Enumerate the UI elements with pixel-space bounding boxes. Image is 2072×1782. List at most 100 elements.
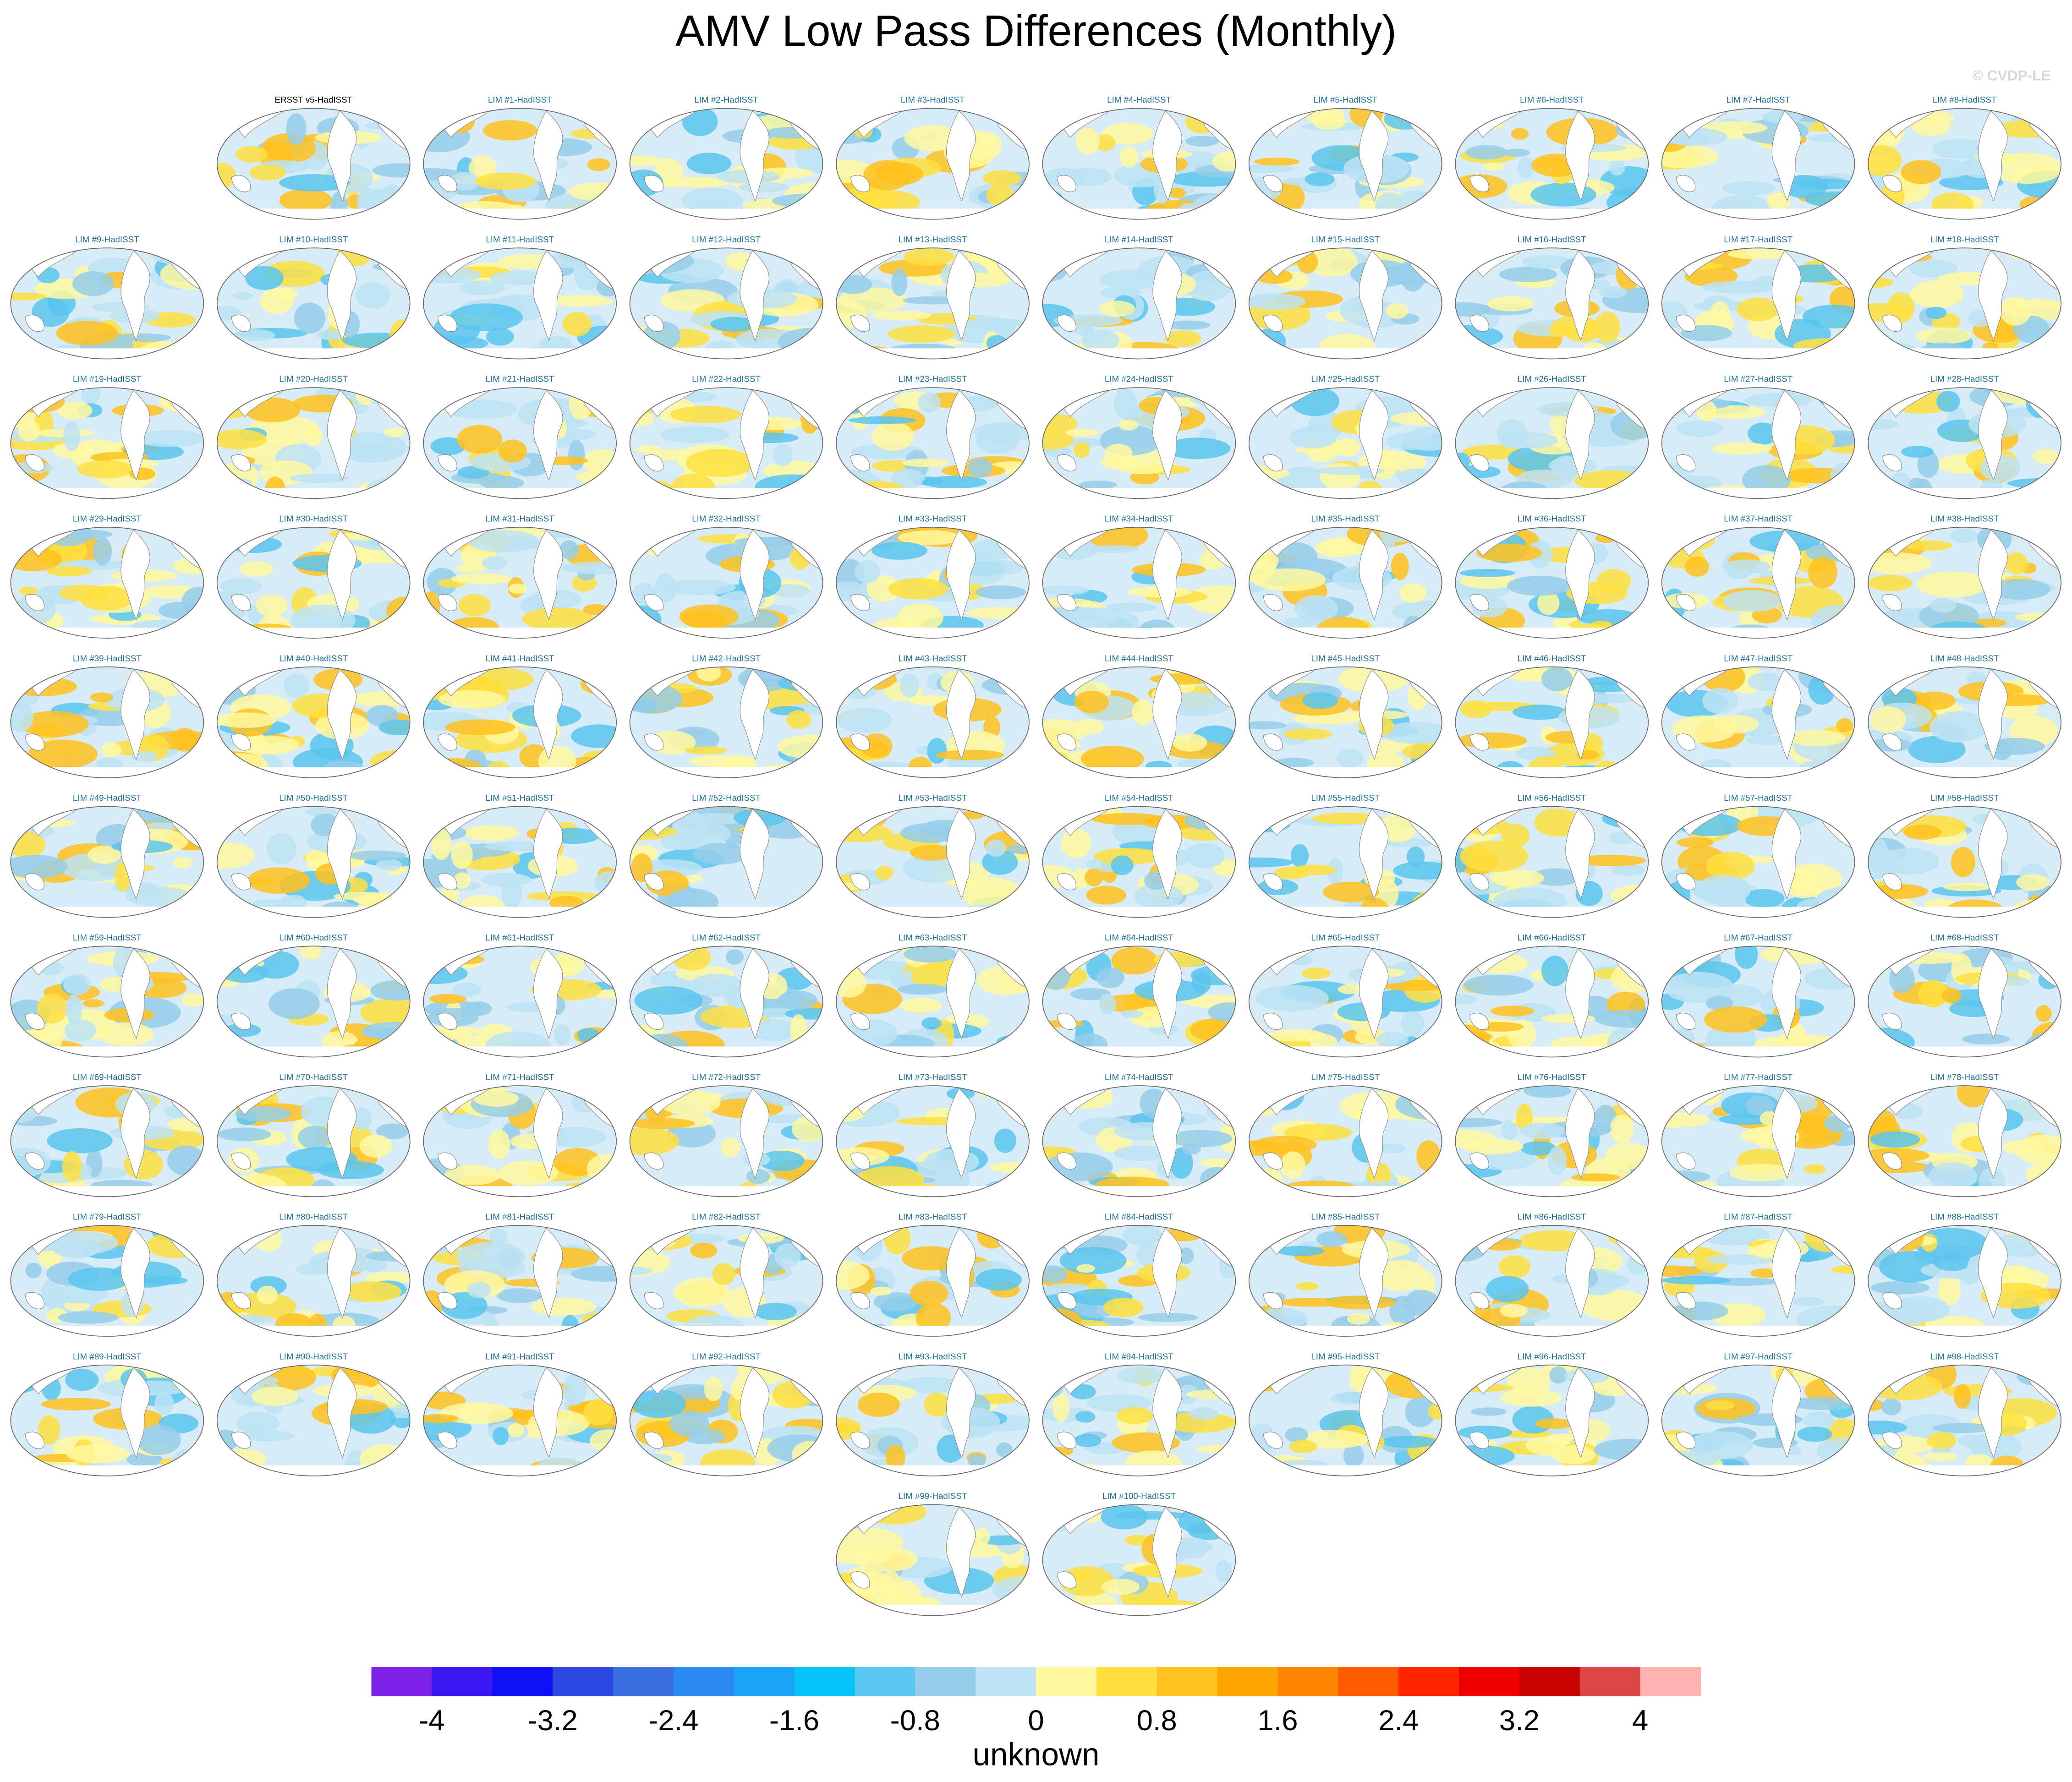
map-outline xyxy=(836,806,1030,918)
panel-title: LIM #42-HadISST xyxy=(692,653,761,663)
map-outline xyxy=(629,387,823,499)
panel-title: LIM #55-HadISST xyxy=(1311,793,1380,803)
map-panel xyxy=(836,1364,1030,1476)
figure-title: AMV Low Pass Differences (Monthly) xyxy=(675,7,1397,55)
panel-title: LIM #53-HadISST xyxy=(899,793,967,803)
map-outline xyxy=(629,1364,823,1476)
map-panel xyxy=(629,806,823,918)
map-panel xyxy=(1248,108,1442,220)
panel-title: LIM #38-HadISST xyxy=(1930,514,1999,524)
colorbar-box xyxy=(1036,1667,1097,1696)
map-panel xyxy=(1455,666,1649,778)
map-outline xyxy=(216,666,411,778)
map-outline xyxy=(629,247,823,360)
panel-title: LIM #86-HadISST xyxy=(1518,1212,1586,1221)
map-outline xyxy=(1868,806,2061,918)
map-panel xyxy=(1868,1085,2061,1197)
panel-title: LIM #43-HadISST xyxy=(899,653,967,663)
map-panel xyxy=(836,1224,1030,1337)
map-outline xyxy=(1661,387,1855,499)
colorbar-box xyxy=(976,1667,1036,1696)
map-outline xyxy=(1868,247,2061,360)
panel-title: LIM #13-HadISST xyxy=(899,235,967,244)
map-outline xyxy=(1455,666,1649,778)
colorbar-tick-label: -2.4 xyxy=(648,1705,698,1737)
panel-title: LIM #81-HadISST xyxy=(486,1212,554,1221)
map-panel xyxy=(1455,526,1649,639)
panel-title: LIM #73-HadISST xyxy=(899,1072,967,1082)
map-outline xyxy=(1455,1364,1649,1476)
map-outline xyxy=(1248,1085,1442,1197)
map-panel xyxy=(216,666,411,778)
panel-title: LIM #65-HadISST xyxy=(1311,933,1380,942)
map-outline xyxy=(836,247,1030,360)
map-outline xyxy=(1868,666,2061,778)
map-outline xyxy=(1868,946,2061,1058)
colorbar-box xyxy=(1459,1667,1520,1696)
map-outline xyxy=(1868,387,2061,499)
map-outline xyxy=(1042,1085,1236,1197)
panel-title: LIM #9-HadISST xyxy=(75,235,139,244)
map-outline xyxy=(1661,1085,1855,1197)
panel-title: LIM #2-HadISST xyxy=(694,95,758,104)
panel-title: LIM #6-HadISST xyxy=(1520,95,1584,104)
map-panel xyxy=(836,806,1030,918)
colorbar-box xyxy=(673,1667,735,1696)
panel-title: LIM #3-HadISST xyxy=(901,95,965,104)
map-panel xyxy=(1042,666,1236,778)
map-outline xyxy=(10,387,204,499)
panel-title: LIM #75-HadISST xyxy=(1311,1072,1380,1082)
panel-title: LIM #23-HadISST xyxy=(899,374,967,384)
colorbar: -4 -3.2 -2.4 -1.6 -0.8 0 0.8 1.6 2.4 3.2 4 unknown xyxy=(371,1667,1701,1772)
map-outline xyxy=(629,108,823,220)
map-outline xyxy=(629,1085,823,1197)
map-outline xyxy=(1042,1504,1236,1616)
panel-title: LIM #30-HadISST xyxy=(279,514,348,524)
panel-title: LIM #18-HadISST xyxy=(1930,235,1999,244)
map-outline xyxy=(1455,806,1649,918)
panel-title: LIM #56-HadISST xyxy=(1518,793,1586,803)
map-outline xyxy=(1868,1364,2061,1476)
map-panel xyxy=(423,1224,617,1337)
map-panel xyxy=(10,1224,204,1337)
map-outline xyxy=(1661,1364,1855,1476)
panel-title: LIM #95-HadISST xyxy=(1311,1351,1380,1361)
panel-title: LIM #76-HadISST xyxy=(1518,1072,1586,1082)
panel-title: LIM #74-HadISST xyxy=(1105,1072,1173,1082)
map-outline xyxy=(10,806,204,918)
map-panel xyxy=(836,526,1030,639)
map-panel xyxy=(1455,247,1649,360)
colorbar-box xyxy=(1217,1667,1278,1696)
colorbar-tick-label: -1.6 xyxy=(769,1705,819,1737)
map-outline xyxy=(1042,1224,1236,1337)
colorbar-box xyxy=(915,1667,976,1696)
panel-title: LIM #21-HadISST xyxy=(486,374,554,384)
map-panel xyxy=(1248,666,1442,778)
map-panel xyxy=(1868,108,2061,220)
map-panel xyxy=(1661,247,1855,360)
map-panel xyxy=(629,946,823,1058)
map-outline xyxy=(10,1085,204,1197)
map-panel xyxy=(10,946,204,1058)
map-outline xyxy=(1248,526,1442,639)
map-panel xyxy=(423,1085,617,1197)
map-outline xyxy=(1455,1224,1649,1337)
map-panel xyxy=(216,1224,411,1337)
panel-title: LIM #51-HadISST xyxy=(486,793,554,803)
map-panel xyxy=(836,108,1030,220)
map-outline xyxy=(10,1224,204,1337)
colorbar-tick-label: 4 xyxy=(1632,1705,1648,1737)
map-panel xyxy=(836,666,1030,778)
panel-title: LIM #40-HadISST xyxy=(279,653,348,663)
map-panel xyxy=(216,1364,411,1476)
map-outline xyxy=(423,1364,617,1476)
panel-title: LIM #5-HadISST xyxy=(1314,95,1378,104)
panel-title: LIM #35-HadISST xyxy=(1311,514,1380,524)
map-panel xyxy=(1248,1224,1442,1337)
panel-title: LIM #41-HadISST xyxy=(486,653,554,663)
panel-title: ERSST v5-HadISST xyxy=(275,95,353,104)
map-panel xyxy=(1042,387,1236,499)
colorbar-box xyxy=(1338,1667,1399,1696)
map-outline xyxy=(629,1224,823,1337)
map-panel xyxy=(10,1085,204,1197)
